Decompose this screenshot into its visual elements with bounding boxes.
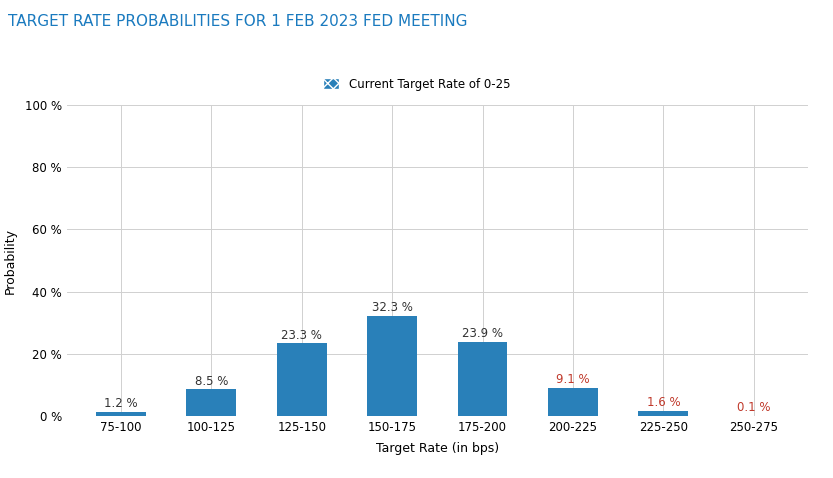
Y-axis label: Probability: Probability	[3, 228, 17, 293]
Text: 9.1 %: 9.1 %	[556, 373, 590, 386]
Text: 23.9 %: 23.9 %	[462, 327, 503, 340]
Legend: Current Target Rate of 0-25: Current Target Rate of 0-25	[318, 73, 515, 95]
Text: 8.5 %: 8.5 %	[195, 375, 228, 388]
Text: 1.2 %: 1.2 %	[104, 397, 137, 410]
Text: 0.1 %: 0.1 %	[737, 401, 771, 413]
X-axis label: Target Rate (in bps): Target Rate (in bps)	[376, 442, 499, 455]
Text: TARGET RATE PROBABILITIES FOR 1 FEB 2023 FED MEETING: TARGET RATE PROBABILITIES FOR 1 FEB 2023…	[8, 14, 468, 29]
Bar	[187, 390, 237, 416]
Text: 1.6 %: 1.6 %	[646, 396, 681, 409]
Bar	[457, 342, 507, 416]
Text: 32.3 %: 32.3 %	[372, 301, 412, 314]
Bar	[96, 412, 146, 416]
Bar	[277, 344, 327, 416]
Bar	[548, 388, 598, 416]
Text: 23.3 %: 23.3 %	[282, 328, 322, 342]
Bar	[638, 411, 688, 416]
Bar	[367, 315, 417, 416]
